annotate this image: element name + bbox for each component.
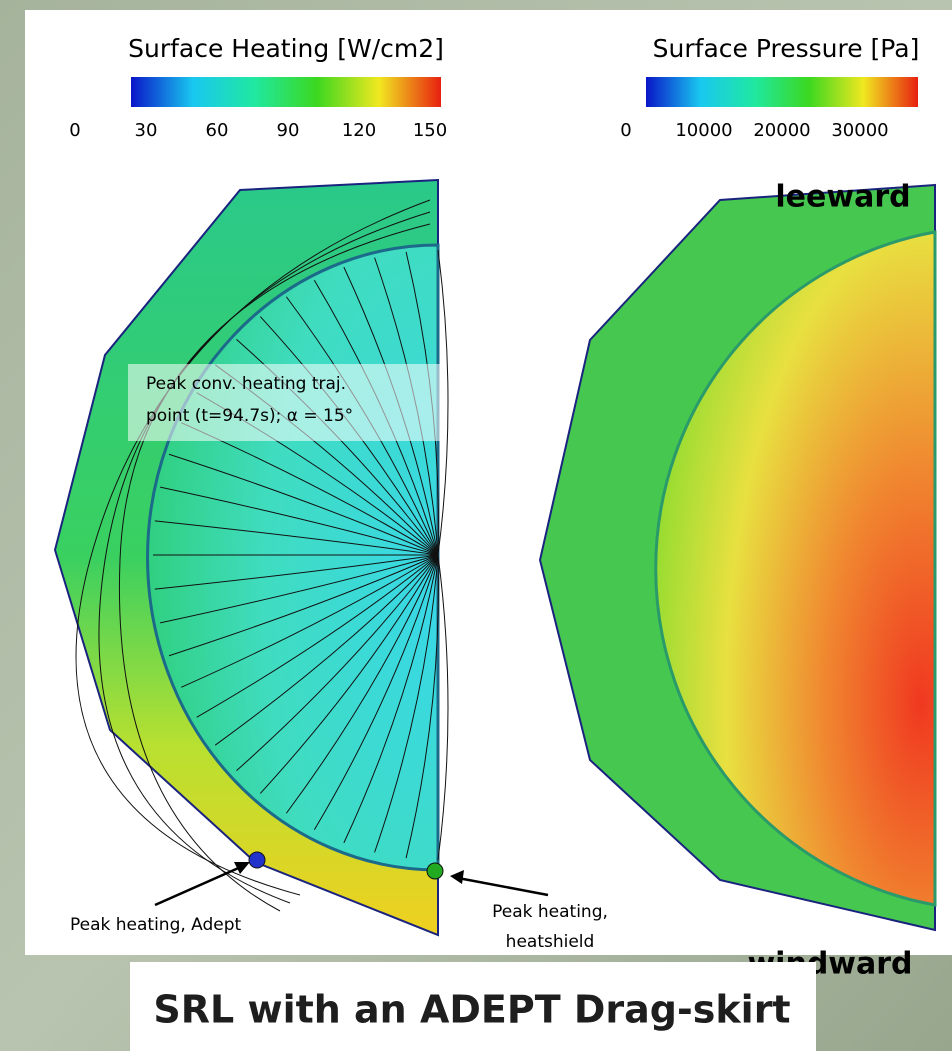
colorbar-tick-label: 120 xyxy=(342,120,376,141)
colorbar-tick-label: 20000 xyxy=(753,120,810,141)
colorbar-tick-label: 30 xyxy=(135,120,158,141)
colorbar-tick-label: 60 xyxy=(206,120,229,141)
slide-title: SRL with an ADEPT Drag-skirt xyxy=(153,988,790,1032)
slide: Surface Heating [W/cm2] 0 30 60 90 120 150 Su… xyxy=(0,0,952,1051)
colorbar-tick-label: 10000 xyxy=(675,120,732,141)
colorbar-title: Surface Pressure [Pa] xyxy=(653,34,920,63)
colorbar xyxy=(131,77,441,107)
colorbar-tick-label: 90 xyxy=(277,120,300,141)
colorbar-tick-label: 0 xyxy=(69,120,80,141)
peak-marker-adept xyxy=(249,852,265,868)
colorbar-tick-label: 150 xyxy=(413,120,447,141)
colorbar xyxy=(646,77,918,107)
callout: Peak heating, xyxy=(492,902,608,922)
colorbar-title: Surface Heating [W/cm2] xyxy=(128,34,444,63)
page: Surface Heating [W/cm2] 0 30 60 90 120 150 Su… xyxy=(0,0,952,1051)
annotation-line: Peak conv. heating traj. xyxy=(146,374,346,394)
leeward-label: leeward xyxy=(775,180,910,215)
callout: heatshield xyxy=(506,932,595,952)
peak-marker-heatshield xyxy=(427,863,443,879)
colorbar-tick-label: 30000 xyxy=(831,120,888,141)
callout: Peak heating, Adept xyxy=(70,915,242,935)
annotation-line: point (t=94.7s); α = 15° xyxy=(146,406,353,426)
colorbar-tick-label: 0 xyxy=(620,120,631,141)
